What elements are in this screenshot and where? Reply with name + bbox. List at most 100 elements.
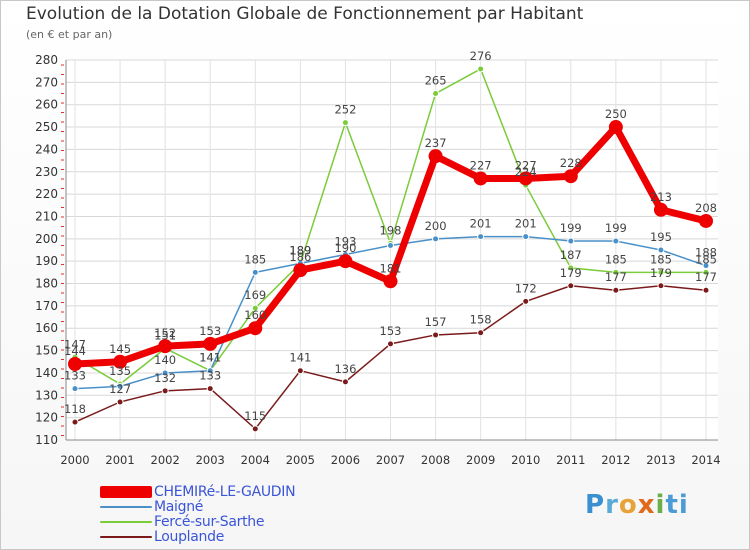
x-tick-label: 2013 bbox=[646, 453, 675, 467]
data-point bbox=[702, 268, 710, 276]
data-point bbox=[251, 268, 259, 276]
legend-swatch bbox=[100, 535, 152, 538]
y-tick-label: 250 bbox=[35, 120, 58, 134]
data-label: 153 bbox=[199, 324, 221, 338]
data-point bbox=[296, 367, 304, 375]
y-tick-label: 110 bbox=[35, 433, 58, 447]
data-label: 147 bbox=[64, 337, 86, 351]
data-point bbox=[432, 331, 440, 339]
data-label: 188 bbox=[695, 246, 717, 260]
data-label: 160 bbox=[244, 308, 266, 322]
data-label: 133 bbox=[199, 369, 221, 383]
data-point bbox=[68, 357, 82, 371]
data-point bbox=[567, 282, 575, 290]
data-point bbox=[702, 286, 710, 294]
brand-logo: Proxiti bbox=[585, 490, 689, 520]
y-tick-label: 220 bbox=[35, 187, 58, 201]
data-label: 115 bbox=[244, 409, 266, 423]
legend-label: Maigné bbox=[154, 498, 204, 515]
data-point bbox=[612, 237, 620, 245]
data-point bbox=[477, 65, 485, 73]
data-label: 195 bbox=[650, 230, 672, 244]
x-tick-label: 2003 bbox=[196, 453, 225, 467]
data-label: 136 bbox=[334, 362, 356, 376]
data-point bbox=[428, 149, 443, 164]
data-point bbox=[251, 425, 259, 433]
data-label: 144 bbox=[64, 344, 86, 358]
data-label: 227 bbox=[515, 158, 537, 172]
data-label: 190 bbox=[334, 241, 356, 255]
legend-label: Fercé-sur-Sarthe bbox=[154, 513, 265, 530]
legend-swatch bbox=[100, 485, 152, 498]
x-tick-label: 2002 bbox=[151, 453, 180, 467]
data-point bbox=[341, 119, 349, 127]
data-label: 201 bbox=[515, 217, 537, 231]
data-point bbox=[657, 282, 665, 290]
data-point bbox=[203, 336, 218, 351]
y-tick-label: 140 bbox=[35, 366, 58, 380]
data-label: 199 bbox=[560, 221, 582, 235]
y-tick-label: 190 bbox=[35, 254, 58, 268]
data-label: 227 bbox=[470, 158, 492, 172]
data-point bbox=[387, 242, 394, 250]
data-point bbox=[387, 340, 394, 348]
data-label: 169 bbox=[244, 288, 266, 302]
data-label: 224 bbox=[515, 165, 537, 179]
data-point bbox=[657, 268, 665, 276]
data-label: 228 bbox=[560, 156, 582, 170]
data-point bbox=[248, 321, 263, 336]
data-label: 135 bbox=[109, 364, 131, 378]
data-label: 153 bbox=[380, 324, 402, 338]
data-point bbox=[702, 262, 710, 270]
data-label: 140 bbox=[154, 353, 176, 367]
data-point bbox=[158, 339, 173, 354]
y-tick-label: 160 bbox=[35, 321, 58, 335]
legend-item: Maigné bbox=[100, 498, 295, 515]
data-point bbox=[71, 418, 79, 426]
legend-item: Louplande bbox=[100, 529, 295, 545]
data-label: 213 bbox=[650, 190, 672, 204]
data-point bbox=[432, 235, 440, 243]
data-label: 152 bbox=[154, 326, 176, 340]
data-point bbox=[473, 171, 488, 186]
data-label: 157 bbox=[425, 315, 447, 329]
data-point bbox=[116, 382, 124, 390]
data-label: 250 bbox=[605, 107, 627, 121]
data-point bbox=[71, 385, 79, 393]
data-label: 198 bbox=[380, 223, 402, 237]
data-point bbox=[699, 213, 713, 228]
data-point bbox=[383, 274, 398, 289]
x-tick-label: 2007 bbox=[376, 453, 405, 467]
x-tick-label: 2005 bbox=[286, 453, 315, 467]
data-label: 193 bbox=[334, 234, 356, 248]
data-label: 133 bbox=[64, 369, 86, 383]
y-tick-label: 210 bbox=[35, 209, 58, 223]
legend-swatch bbox=[100, 505, 152, 508]
legend: CHEMIRé-LE-GAUDIN Maigné Fercé-sur-Sarthe L… bbox=[100, 484, 296, 545]
data-label: 252 bbox=[334, 103, 356, 117]
data-point bbox=[341, 378, 349, 386]
y-tick-label: 150 bbox=[35, 344, 58, 358]
data-point bbox=[251, 304, 259, 312]
data-point bbox=[432, 90, 440, 98]
y-tick-label: 130 bbox=[35, 388, 58, 402]
x-tick-label: 2001 bbox=[105, 453, 134, 467]
data-point bbox=[567, 237, 575, 245]
legend-item: CHEMIRé-LE-GAUDIN bbox=[100, 484, 296, 500]
data-label: 199 bbox=[605, 221, 627, 235]
data-label: 200 bbox=[425, 219, 447, 233]
data-point bbox=[161, 387, 169, 395]
data-point bbox=[522, 297, 530, 305]
y-tick-label: 260 bbox=[35, 98, 58, 112]
data-label: 185 bbox=[244, 252, 266, 266]
data-point bbox=[116, 398, 124, 406]
data-label: 237 bbox=[425, 136, 447, 150]
y-tick-label: 240 bbox=[35, 142, 58, 156]
data-point bbox=[522, 233, 530, 241]
data-label: 189 bbox=[289, 243, 311, 257]
data-label: 127 bbox=[109, 382, 131, 396]
data-point bbox=[161, 369, 169, 377]
data-label: 265 bbox=[425, 74, 447, 88]
x-tick-label: 2011 bbox=[556, 453, 585, 467]
